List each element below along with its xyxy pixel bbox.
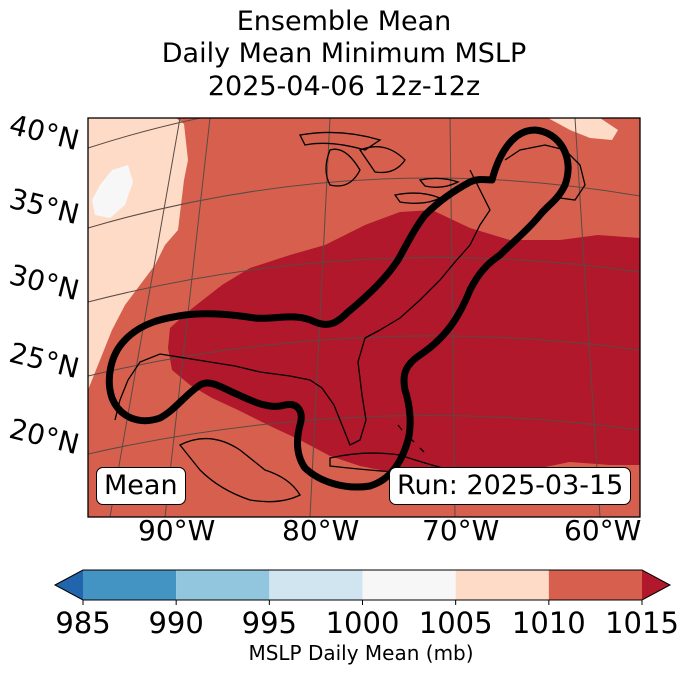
contour-outline	[105, 126, 572, 491]
yucatan	[178, 437, 301, 503]
parallel-30	[88, 256, 640, 303]
colorbar	[53, 569, 672, 605]
colorbar-bin-995-1000	[269, 570, 363, 600]
colorbar-bin-1005-1010	[455, 570, 549, 600]
parallel-20	[88, 415, 640, 455]
ne-coast	[504, 144, 586, 201]
mean-badge: Mean	[96, 467, 186, 505]
colorbar-tick-label-995: 995	[241, 606, 297, 640]
colorbar-tick-label-1005: 1005	[418, 606, 493, 640]
colorbar-label: MSLP Daily Mean (mb)	[248, 641, 474, 665]
colorbar-tick-label-1000: 1000	[325, 606, 400, 640]
lon-label-70: 70°W	[422, 514, 500, 547]
title-line-2: Daily Mean Minimum MSLP	[161, 38, 527, 69]
meridian-extra	[109, 118, 181, 517]
map-frame	[87, 117, 641, 518]
lake-ontario	[418, 177, 460, 188]
field-1005-1010-ne	[548, 118, 618, 140]
lake-huron	[359, 146, 406, 174]
run-date-badge: Run: 2025-03-15	[389, 467, 632, 505]
lon-label-90: 90°W	[138, 514, 216, 547]
colorbar-under-arrow	[55, 570, 83, 600]
parallel-40	[88, 118, 640, 149]
lon-label-80: 80°W	[282, 514, 360, 547]
colorbar-bin-990-995	[176, 570, 270, 600]
meridian-60	[574, 118, 601, 517]
lon-label-60: 60°W	[564, 514, 642, 547]
colorbar-bin-1000-1005	[362, 570, 456, 600]
colorbar-tick-label-1010: 1010	[511, 606, 586, 640]
colorbar-over-arrow	[642, 570, 670, 600]
us-coastline	[114, 169, 491, 446]
map-field	[88, 118, 640, 517]
title-line-3: 2025-04-06 12z-12z	[207, 71, 481, 102]
meridian-80	[309, 118, 331, 517]
parallel-25	[88, 335, 640, 377]
lake-superior	[299, 131, 382, 151]
colorbar-bin-1010-1015	[548, 570, 642, 600]
title-line-1: Ensemble Mean	[236, 6, 452, 37]
colorbar-tick-label-1015: 1015	[605, 606, 679, 640]
field-above-1015	[168, 210, 640, 480]
colorbar-tick-label-985: 985	[55, 606, 111, 640]
field-1000-1005	[92, 165, 133, 218]
colorbar-bin-985-990	[83, 570, 177, 600]
colorbar-tick-label-990: 990	[148, 606, 204, 640]
lake-michigan	[325, 148, 361, 187]
